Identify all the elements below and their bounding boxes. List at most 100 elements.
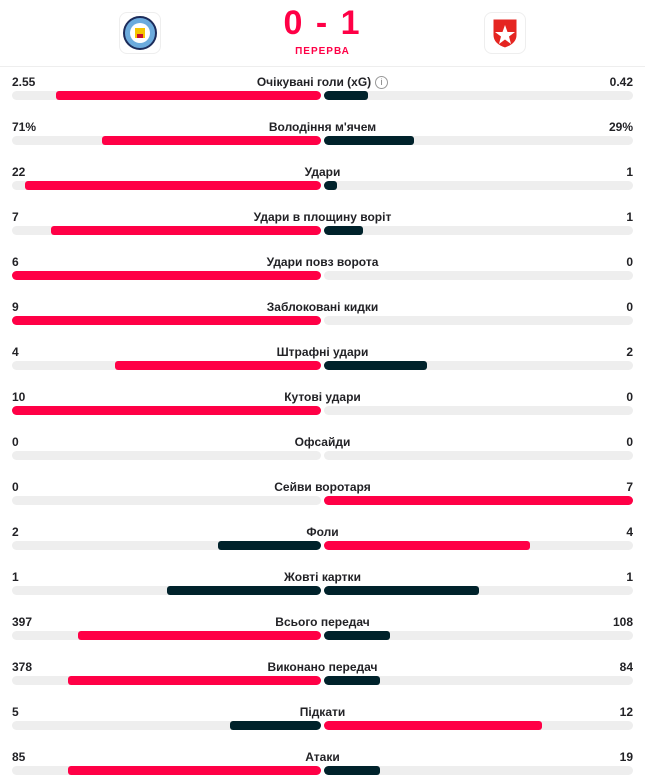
away-value: 0.42 xyxy=(609,75,633,89)
home-bar-track xyxy=(12,631,321,640)
home-value: 22 xyxy=(12,165,26,179)
stat-label: Виконано передач xyxy=(12,660,633,674)
away-bar-track xyxy=(324,631,633,640)
home-bar-fill xyxy=(230,721,321,730)
stat-label-text: Кутові удари xyxy=(284,390,361,404)
home-bar-fill xyxy=(68,676,321,685)
home-value: 85 xyxy=(12,750,26,764)
away-bar-track xyxy=(324,406,633,415)
home-value: 9 xyxy=(12,300,19,314)
away-bar-track xyxy=(324,271,633,280)
away-team-logo[interactable] xyxy=(484,12,526,54)
stat-label-text: Підкати xyxy=(299,705,346,719)
info-icon[interactable]: i xyxy=(375,76,389,90)
away-value: 2 xyxy=(626,345,633,359)
away-bar-fill xyxy=(324,541,530,550)
stat-label: Офсайди xyxy=(12,435,633,449)
stat-label-text: Жовті картки xyxy=(284,570,361,584)
home-bar-track xyxy=(12,406,321,415)
stat-label: Сейви воротаря xyxy=(12,480,633,494)
stat-row: 2.55 Очікувані голи (xG) i 0.42 xyxy=(12,75,633,105)
home-value: 7 xyxy=(12,210,19,224)
home-bar-track xyxy=(12,136,321,145)
away-bar-track xyxy=(324,361,633,370)
stat-label: Очікувані голи (xG) i xyxy=(12,75,633,90)
away-bar-fill xyxy=(324,676,381,685)
home-bar-track xyxy=(12,541,321,550)
stat-label: Удари повз ворота xyxy=(12,255,633,269)
home-bar-fill xyxy=(166,586,321,595)
home-value: 71% xyxy=(12,120,37,134)
home-bar-track xyxy=(12,766,321,775)
away-bar-fill xyxy=(324,766,381,775)
away-value: 1 xyxy=(626,165,633,179)
away-bar-fill xyxy=(324,496,633,505)
away-value: 0 xyxy=(626,255,633,269)
stat-label-text: Заблоковані кидки xyxy=(266,300,379,314)
away-bar-fill xyxy=(324,136,414,145)
away-bar-track xyxy=(324,451,633,460)
away-value: 1 xyxy=(626,570,633,584)
match-header: 0 - 1 ПЕРЕРВА xyxy=(0,0,645,67)
away-bar-track xyxy=(324,676,633,685)
stat-label-text: Атаки xyxy=(305,750,340,764)
stat-label: Удари xyxy=(12,165,633,179)
home-bar-fill xyxy=(101,136,321,145)
home-bar-track xyxy=(12,676,321,685)
away-bar-track xyxy=(324,226,633,235)
stat-row: 0 Офсайди 0 xyxy=(12,435,633,465)
away-bar-fill xyxy=(324,226,363,235)
home-value: 0 xyxy=(12,435,19,449)
stat-row: 71% Володіння м'ячем 29% xyxy=(12,120,633,150)
home-bar-fill xyxy=(12,271,321,280)
away-value: 1 xyxy=(626,210,633,224)
home-value: 10 xyxy=(12,390,26,404)
away-bar-track xyxy=(324,766,633,775)
away-value: 7 xyxy=(626,480,633,494)
home-bar-track xyxy=(12,181,321,190)
away-value: 108 xyxy=(612,615,633,629)
home-bar-track xyxy=(12,226,321,235)
away-bar-track xyxy=(324,541,633,550)
match-status: ПЕРЕРВА xyxy=(295,46,350,57)
away-value: 0 xyxy=(626,435,633,449)
home-value: 4 xyxy=(12,345,19,359)
home-value: 378 xyxy=(12,660,33,674)
crvena-zvezda-crest-icon xyxy=(492,18,518,49)
stat-label-text: Фоли xyxy=(306,525,339,539)
home-bar-fill xyxy=(12,316,321,325)
home-value: 5 xyxy=(12,705,19,719)
away-bar-fill xyxy=(324,586,479,595)
home-bar-track xyxy=(12,316,321,325)
stat-label-text: Удари в площину воріт xyxy=(253,210,392,224)
away-value: 29% xyxy=(608,120,633,134)
stat-label: Атаки xyxy=(12,750,633,764)
stat-label-text: Володіння м'ячем xyxy=(268,120,377,134)
home-bar-track xyxy=(12,451,321,460)
away-value: 0 xyxy=(626,390,633,404)
stat-label: Кутові удари xyxy=(12,390,633,404)
score: 0 - 1 xyxy=(283,4,362,42)
stat-label: Фоли xyxy=(12,525,633,539)
home-bar-track xyxy=(12,721,321,730)
away-bar-track xyxy=(324,91,633,100)
stat-label: Удари в площину воріт xyxy=(12,210,633,224)
home-bar-track xyxy=(12,271,321,280)
stat-row: 4 Штрафні удари 2 xyxy=(12,345,633,375)
home-value: 2 xyxy=(12,525,19,539)
home-value: 1 xyxy=(12,570,19,584)
stat-row: 6 Удари повз ворота 0 xyxy=(12,255,633,285)
away-value: 0 xyxy=(626,300,633,314)
away-value: 12 xyxy=(619,705,633,719)
stat-label-text: Удари xyxy=(304,165,341,179)
home-bar-fill xyxy=(55,91,321,100)
manchester-city-crest-icon xyxy=(123,16,157,50)
stat-row: 9 Заблоковані кидки 0 xyxy=(12,300,633,330)
stat-label-text: Штрафні удари xyxy=(276,345,369,359)
stat-label-text: Удари повз ворота xyxy=(266,255,379,269)
stat-row: 7 Удари в площину воріт 1 xyxy=(12,210,633,240)
away-bar-fill xyxy=(324,181,338,190)
stat-label-text: Сейви воротаря xyxy=(274,480,371,494)
home-value: 397 xyxy=(12,615,33,629)
home-team-logo[interactable] xyxy=(119,12,161,54)
